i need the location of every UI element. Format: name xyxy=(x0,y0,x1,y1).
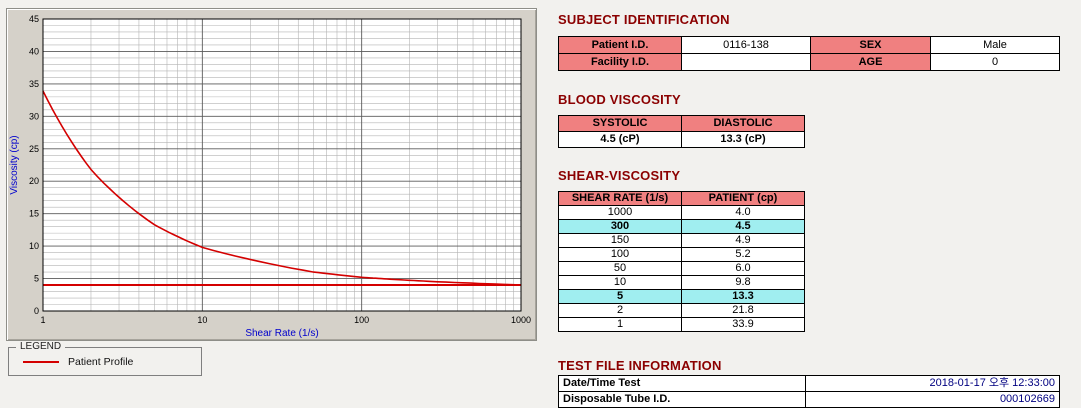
table-row: Patient I.D. 0116-138 SEX Male xyxy=(558,36,1060,54)
patient-cp-cell: 4.5 xyxy=(681,219,805,234)
shear-rate-cell: 300 xyxy=(558,219,682,234)
test-file-information-title: TEST FILE INFORMATION xyxy=(558,358,722,373)
patient-cp-cell: 6.0 xyxy=(681,261,805,276)
table-row: 10 9.8 xyxy=(558,275,805,290)
svg-text:1000: 1000 xyxy=(511,315,531,325)
patient-profile-label: Patient Profile xyxy=(68,355,134,368)
subject-identification-title: SUBJECT IDENTIFICATION xyxy=(558,12,730,27)
shear-rate-cell: 50 xyxy=(558,261,682,276)
table-row: SYSTOLIC DIASTOLIC xyxy=(558,115,805,132)
svg-text:30: 30 xyxy=(29,111,39,121)
shear-viscosity-table: SHEAR RATE (1/s) PATIENT (cp) 1000 4.0 3… xyxy=(558,191,805,332)
legend-title: LEGEND xyxy=(16,341,66,352)
table-header-row: SHEAR RATE (1/s) PATIENT (cp) xyxy=(558,191,805,206)
table-row: 1000 4.0 xyxy=(558,205,805,220)
svg-text:40: 40 xyxy=(29,46,39,56)
shear-rate-cell: 100 xyxy=(558,247,682,262)
facility-id-value xyxy=(681,53,811,71)
table-row: 300 4.5 xyxy=(558,219,805,234)
shear-viscosity-chart: 0 5 10 15 20 25 30 35 40 45 1 10 100 1000 Shear Rate (… xyxy=(7,9,536,340)
svg-text:1: 1 xyxy=(40,315,45,325)
legend-entry: Patient Profile xyxy=(9,348,201,375)
patient-id-label: Patient I.D. xyxy=(558,36,682,54)
patient-profile-line-swatch xyxy=(23,360,59,363)
patient-cp-cell: 4.0 xyxy=(681,205,805,220)
shear-rate-cell: 10 xyxy=(558,275,682,290)
table-row: 2 21.8 xyxy=(558,303,805,318)
age-value: 0 xyxy=(930,53,1060,71)
blood-viscosity-table: SYSTOLIC DIASTOLIC 4.5 (cP) 13.3 (cP) xyxy=(558,115,805,148)
table-row: 4.5 (cP) 13.3 (cP) xyxy=(558,131,805,148)
patient-cp-cell: 9.8 xyxy=(681,275,805,290)
chart-legend: LEGEND Patient Profile xyxy=(8,341,202,376)
test-file-information-table: Date/Time Test 2018-01-17 오후 12:33:00 Di… xyxy=(558,375,1060,408)
shear-rate-cell: 2 xyxy=(558,303,682,318)
patient-cp-cell: 4.9 xyxy=(681,233,805,248)
shear-rate-cell: 150 xyxy=(558,233,682,248)
patient-cp-header: PATIENT (cp) xyxy=(681,191,805,206)
diastolic-value: 13.3 (cP) xyxy=(681,131,805,148)
table-row: 150 4.9 xyxy=(558,233,805,248)
svg-text:45: 45 xyxy=(29,14,39,24)
shear-rate-header: SHEAR RATE (1/s) xyxy=(558,191,682,206)
svg-text:15: 15 xyxy=(29,209,39,219)
systolic-value: 4.5 (cP) xyxy=(558,131,682,148)
svg-text:10: 10 xyxy=(29,241,39,251)
shear-rate-cell: 5 xyxy=(558,289,682,304)
svg-text:5: 5 xyxy=(34,274,39,284)
diastolic-header: DIASTOLIC xyxy=(681,115,805,132)
sex-value: Male xyxy=(930,36,1060,54)
shear-rate-cell: 1000 xyxy=(558,205,682,220)
blood-viscosity-title: BLOOD VISCOSITY xyxy=(558,92,681,107)
tube-id-label: Disposable Tube I.D. xyxy=(558,391,806,408)
table-row: 5 13.3 xyxy=(558,289,805,304)
subject-identification-table: Patient I.D. 0116-138 SEX Male Facility … xyxy=(558,36,1060,71)
svg-text:0: 0 xyxy=(34,306,39,316)
patient-cp-cell: 5.2 xyxy=(681,247,805,262)
patient-cp-cell: 13.3 xyxy=(681,289,805,304)
svg-text:100: 100 xyxy=(354,315,369,325)
shear-rate-cell: 1 xyxy=(558,317,682,332)
table-row: Disposable Tube I.D. 000102669 xyxy=(558,391,1060,408)
patient-cp-cell: 33.9 xyxy=(681,317,805,332)
table-row: Facility I.D. AGE 0 xyxy=(558,53,1060,71)
table-row: Date/Time Test 2018-01-17 오후 12:33:00 xyxy=(558,375,1060,392)
svg-text:Shear Rate (1/s): Shear Rate (1/s) xyxy=(245,328,318,338)
facility-id-label: Facility I.D. xyxy=(558,53,682,71)
patient-cp-cell: 21.8 xyxy=(681,303,805,318)
svg-text:35: 35 xyxy=(29,79,39,89)
tube-id-value: 000102669 xyxy=(805,391,1060,408)
svg-text:10: 10 xyxy=(197,315,207,325)
date-time-label: Date/Time Test xyxy=(558,375,806,392)
svg-text:20: 20 xyxy=(29,176,39,186)
age-label: AGE xyxy=(810,53,931,71)
patient-id-value: 0116-138 xyxy=(681,36,811,54)
table-row: 50 6.0 xyxy=(558,261,805,276)
table-row: 100 5.2 xyxy=(558,247,805,262)
report-panel: SUBJECT IDENTIFICATION Patient I.D. 0116… xyxy=(558,8,1065,408)
shear-viscosity-title: SHEAR-VISCOSITY xyxy=(558,168,681,183)
date-time-value: 2018-01-17 오후 12:33:00 xyxy=(805,375,1060,392)
sex-label: SEX xyxy=(810,36,931,54)
svg-text:25: 25 xyxy=(29,144,39,154)
table-row: 1 33.9 xyxy=(558,317,805,332)
viscosity-chart-panel: 0 5 10 15 20 25 30 35 40 45 1 10 100 1000 Shear Rate (… xyxy=(6,8,537,341)
systolic-header: SYSTOLIC xyxy=(558,115,682,132)
svg-text:Viscosity (cp): Viscosity (cp) xyxy=(9,135,20,194)
